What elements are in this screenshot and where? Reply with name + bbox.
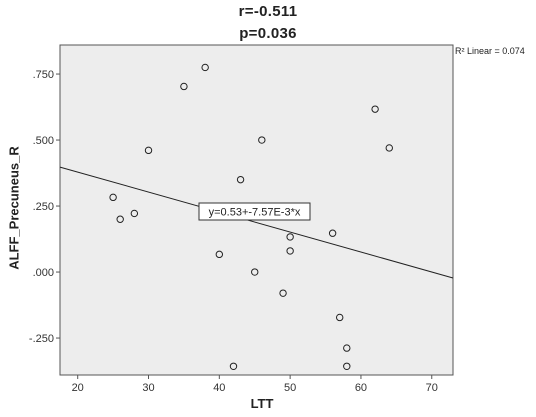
data-point [116, 215, 124, 223]
data-point [343, 362, 351, 370]
data-point [130, 209, 139, 218]
regression-equation: y=0.53+-7.57E-3*x [209, 207, 301, 219]
x-axis-label: LTT [250, 396, 274, 411]
y-tick-label: -.250 [29, 333, 54, 345]
data-point [343, 344, 351, 352]
x-tick-label: 30 [142, 382, 154, 394]
equation-box-frame [198, 202, 311, 221]
p-value-text: p=0.036 [239, 25, 297, 42]
y-tick-label: .000 [33, 267, 54, 279]
data-point [236, 175, 245, 184]
data-point [229, 362, 238, 370]
data-points [109, 63, 393, 370]
y-tick-label: .500 [33, 135, 54, 147]
data-point [286, 233, 294, 241]
data-point [201, 63, 209, 72]
y-tick-label: .250 [33, 201, 54, 213]
x-tick-label: 50 [284, 382, 296, 394]
data-point [371, 105, 379, 113]
data-point [286, 247, 294, 255]
data-point [328, 229, 337, 237]
fit-line-group [59, 166, 454, 279]
data-point [336, 313, 344, 322]
x-tick-label: 60 [355, 382, 367, 394]
data-point [385, 144, 393, 152]
x-tick-label: 70 [426, 382, 438, 394]
data-point [109, 193, 117, 202]
x-tick-label: 40 [213, 382, 225, 394]
data-point [180, 82, 188, 91]
fit-legend: R² Linear = 0.074 [455, 46, 525, 56]
data-point [215, 250, 224, 259]
data-point [144, 146, 153, 155]
data-point [279, 289, 287, 297]
correlation-r-text: r=-0.511 [238, 3, 298, 20]
data-point [258, 136, 266, 144]
axis-ticks: 20 30 40 50 60 70 -.250 .000 .250 .500 .750 [29, 69, 438, 394]
equation-box: y=0.53+-7.57E-3*x [198, 202, 311, 221]
data-point [251, 268, 259, 276]
regression-line [59, 166, 454, 279]
y-tick-label: .750 [33, 69, 54, 81]
x-tick-label: 20 [72, 382, 84, 394]
